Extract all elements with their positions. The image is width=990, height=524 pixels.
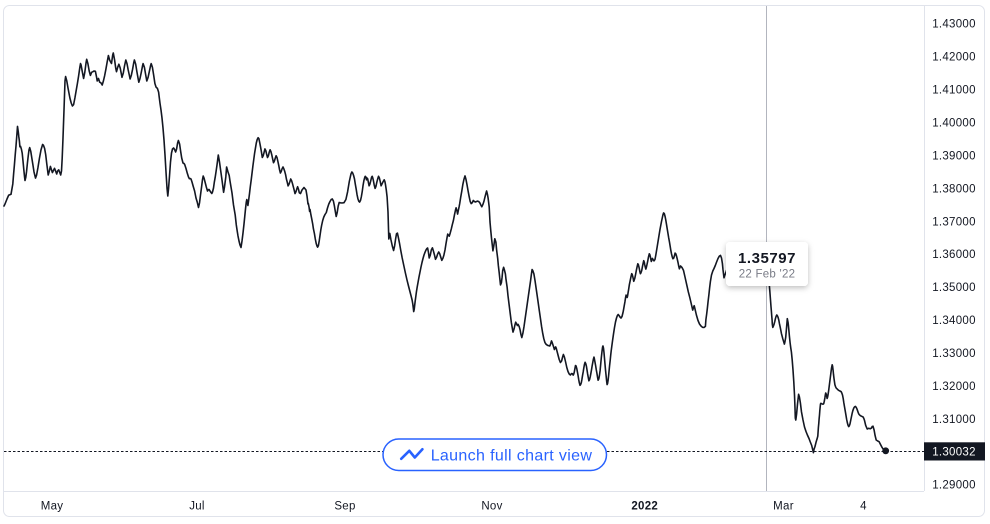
- svg-text:1.29000: 1.29000: [932, 480, 976, 492]
- svg-text:Mar: Mar: [773, 501, 794, 513]
- svg-text:1.37000: 1.37000: [932, 216, 976, 228]
- svg-text:1.34000: 1.34000: [932, 315, 976, 327]
- svg-text:1.41000: 1.41000: [932, 85, 976, 97]
- svg-text:Sep: Sep: [334, 501, 355, 513]
- svg-text:1.40000: 1.40000: [932, 118, 976, 130]
- svg-text:Launch full chart view: Launch full chart view: [431, 448, 593, 465]
- svg-text:1.43000: 1.43000: [932, 19, 976, 31]
- svg-text:1.35000: 1.35000: [932, 282, 976, 294]
- svg-text:1.36000: 1.36000: [932, 249, 976, 261]
- svg-text:1.31000: 1.31000: [932, 414, 976, 426]
- svg-text:22 Feb '22: 22 Feb '22: [739, 269, 796, 281]
- svg-text:1.33000: 1.33000: [932, 348, 976, 360]
- svg-text:1.38000: 1.38000: [932, 183, 976, 195]
- svg-text:1.32000: 1.32000: [932, 381, 976, 393]
- svg-text:2022: 2022: [631, 501, 658, 513]
- svg-text:Nov: Nov: [481, 501, 502, 513]
- svg-text:1.42000: 1.42000: [932, 52, 976, 64]
- svg-text:1.35797: 1.35797: [738, 250, 796, 267]
- svg-text:4: 4: [860, 501, 867, 513]
- svg-text:Jul: Jul: [189, 501, 205, 513]
- svg-text:May: May: [41, 501, 64, 513]
- svg-text:1.30032: 1.30032: [932, 447, 976, 459]
- svg-text:1.39000: 1.39000: [932, 150, 976, 162]
